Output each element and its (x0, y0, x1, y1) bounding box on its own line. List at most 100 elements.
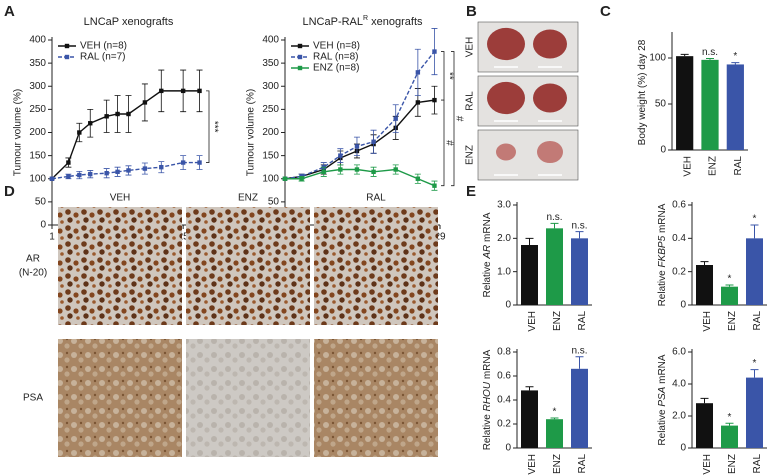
marker (393, 116, 398, 121)
x-tick-label: RAL (752, 454, 763, 474)
x-tick-label: VEH (702, 454, 713, 475)
y-tick-label: 400 (29, 35, 46, 46)
y-tick-label: 0.2 (497, 419, 511, 430)
marker (115, 111, 120, 117)
marker (126, 111, 131, 117)
column-label: ENZ (238, 193, 258, 204)
x-tick-label: 29 (434, 232, 446, 243)
text-part: LNCaP-RAL (302, 16, 363, 28)
y-tick-label: 350 (29, 58, 46, 69)
y-tick-label: 0 (505, 443, 511, 454)
tumour (533, 29, 567, 59)
error-bar (731, 62, 740, 65)
significance-label: * (553, 407, 557, 418)
y-tick-label: 200 (262, 127, 279, 138)
marker (180, 88, 186, 94)
y-axis-label: Tumour volume (%) (246, 89, 257, 176)
micrograph (58, 339, 182, 457)
error-bar (750, 369, 759, 378)
y-axis-label: Relative AR mRNA (482, 212, 493, 297)
bar (521, 245, 538, 305)
error-bar (680, 53, 689, 57)
bar (701, 59, 719, 151)
marker (338, 167, 343, 172)
text-part: xenografts (368, 16, 423, 28)
text-part: Relative (657, 407, 668, 446)
marker (104, 171, 109, 176)
micrograph (186, 207, 310, 325)
tumour (487, 81, 525, 115)
y-tick-label: 50 (35, 197, 47, 208)
significance-label: * (753, 214, 757, 225)
y-tick-label: 6.0 (672, 347, 686, 358)
marker (338, 153, 343, 158)
significance-bracket (451, 51, 455, 187)
marker (393, 167, 398, 172)
column-label: RAL (366, 193, 386, 204)
tumour (533, 83, 567, 113)
tumour (487, 27, 525, 61)
marker (197, 160, 202, 165)
chart-title: LNCaP xenografts (84, 16, 174, 28)
text-part: FKBP5 (657, 235, 668, 267)
marker (371, 169, 376, 175)
marker (159, 88, 164, 94)
bar (676, 56, 694, 150)
significance-bracket (441, 99, 445, 187)
bar (721, 286, 738, 305)
y-tick-label: 50 (655, 99, 667, 110)
y-tick-label: 150 (29, 150, 46, 161)
error-bar (706, 57, 714, 60)
bar (746, 377, 763, 448)
legend-marker (297, 65, 303, 71)
x-tick-label: VEH (527, 311, 538, 332)
bar (746, 238, 763, 305)
bar (521, 390, 538, 448)
text-part: Relative (482, 411, 493, 450)
marker (299, 176, 304, 181)
error-bar (700, 397, 709, 404)
y-axis-label: Relative RHOU mRNA (482, 349, 493, 450)
photo (477, 129, 579, 181)
row-label: VEH (465, 37, 476, 58)
legend-label: RAL (n=7) (80, 52, 125, 63)
marker (354, 167, 360, 172)
text-part: mRNA (482, 212, 493, 245)
y-tick-label: 4.0 (672, 379, 686, 390)
y-tick-label: 150 (262, 150, 279, 161)
significance-label: *** (208, 121, 219, 133)
legend-label: RAL (n=8) (313, 52, 358, 63)
y-tick-label: 0.4 (497, 395, 511, 406)
marker (104, 114, 109, 119)
marker (415, 176, 421, 181)
marker (432, 49, 437, 54)
error-bar (725, 284, 734, 287)
marker (88, 171, 93, 177)
text-part: Relative (657, 268, 668, 307)
text-part: RHOU (482, 381, 493, 411)
x-tick-label: 1 (49, 232, 55, 243)
panel-letter: B (466, 3, 477, 20)
legend-label: VEH (n=8) (313, 41, 360, 52)
x-tick-label: ENZ (552, 454, 563, 474)
y-tick-label: 3.0 (497, 200, 511, 211)
marker (66, 160, 71, 165)
bar (571, 238, 588, 305)
y-axis-label: Tumour volume (%) (13, 89, 24, 176)
panel-letter: A (4, 3, 15, 20)
bar (696, 265, 713, 305)
tumour (537, 140, 563, 164)
error-bar (700, 261, 709, 265)
chart-title: LNCaP-RALR xenografts (302, 15, 423, 28)
significance-bracket (206, 90, 210, 163)
series-line (285, 168, 435, 187)
marker (142, 100, 148, 105)
text-part: LNCaP xenografts (84, 16, 174, 28)
micrograph (58, 207, 182, 325)
error-bar (750, 224, 759, 239)
series-line (284, 99, 435, 180)
y-tick-label: 250 (262, 104, 279, 115)
panel-letter: D (4, 183, 15, 200)
x-tick-label: ENZ (708, 156, 719, 176)
